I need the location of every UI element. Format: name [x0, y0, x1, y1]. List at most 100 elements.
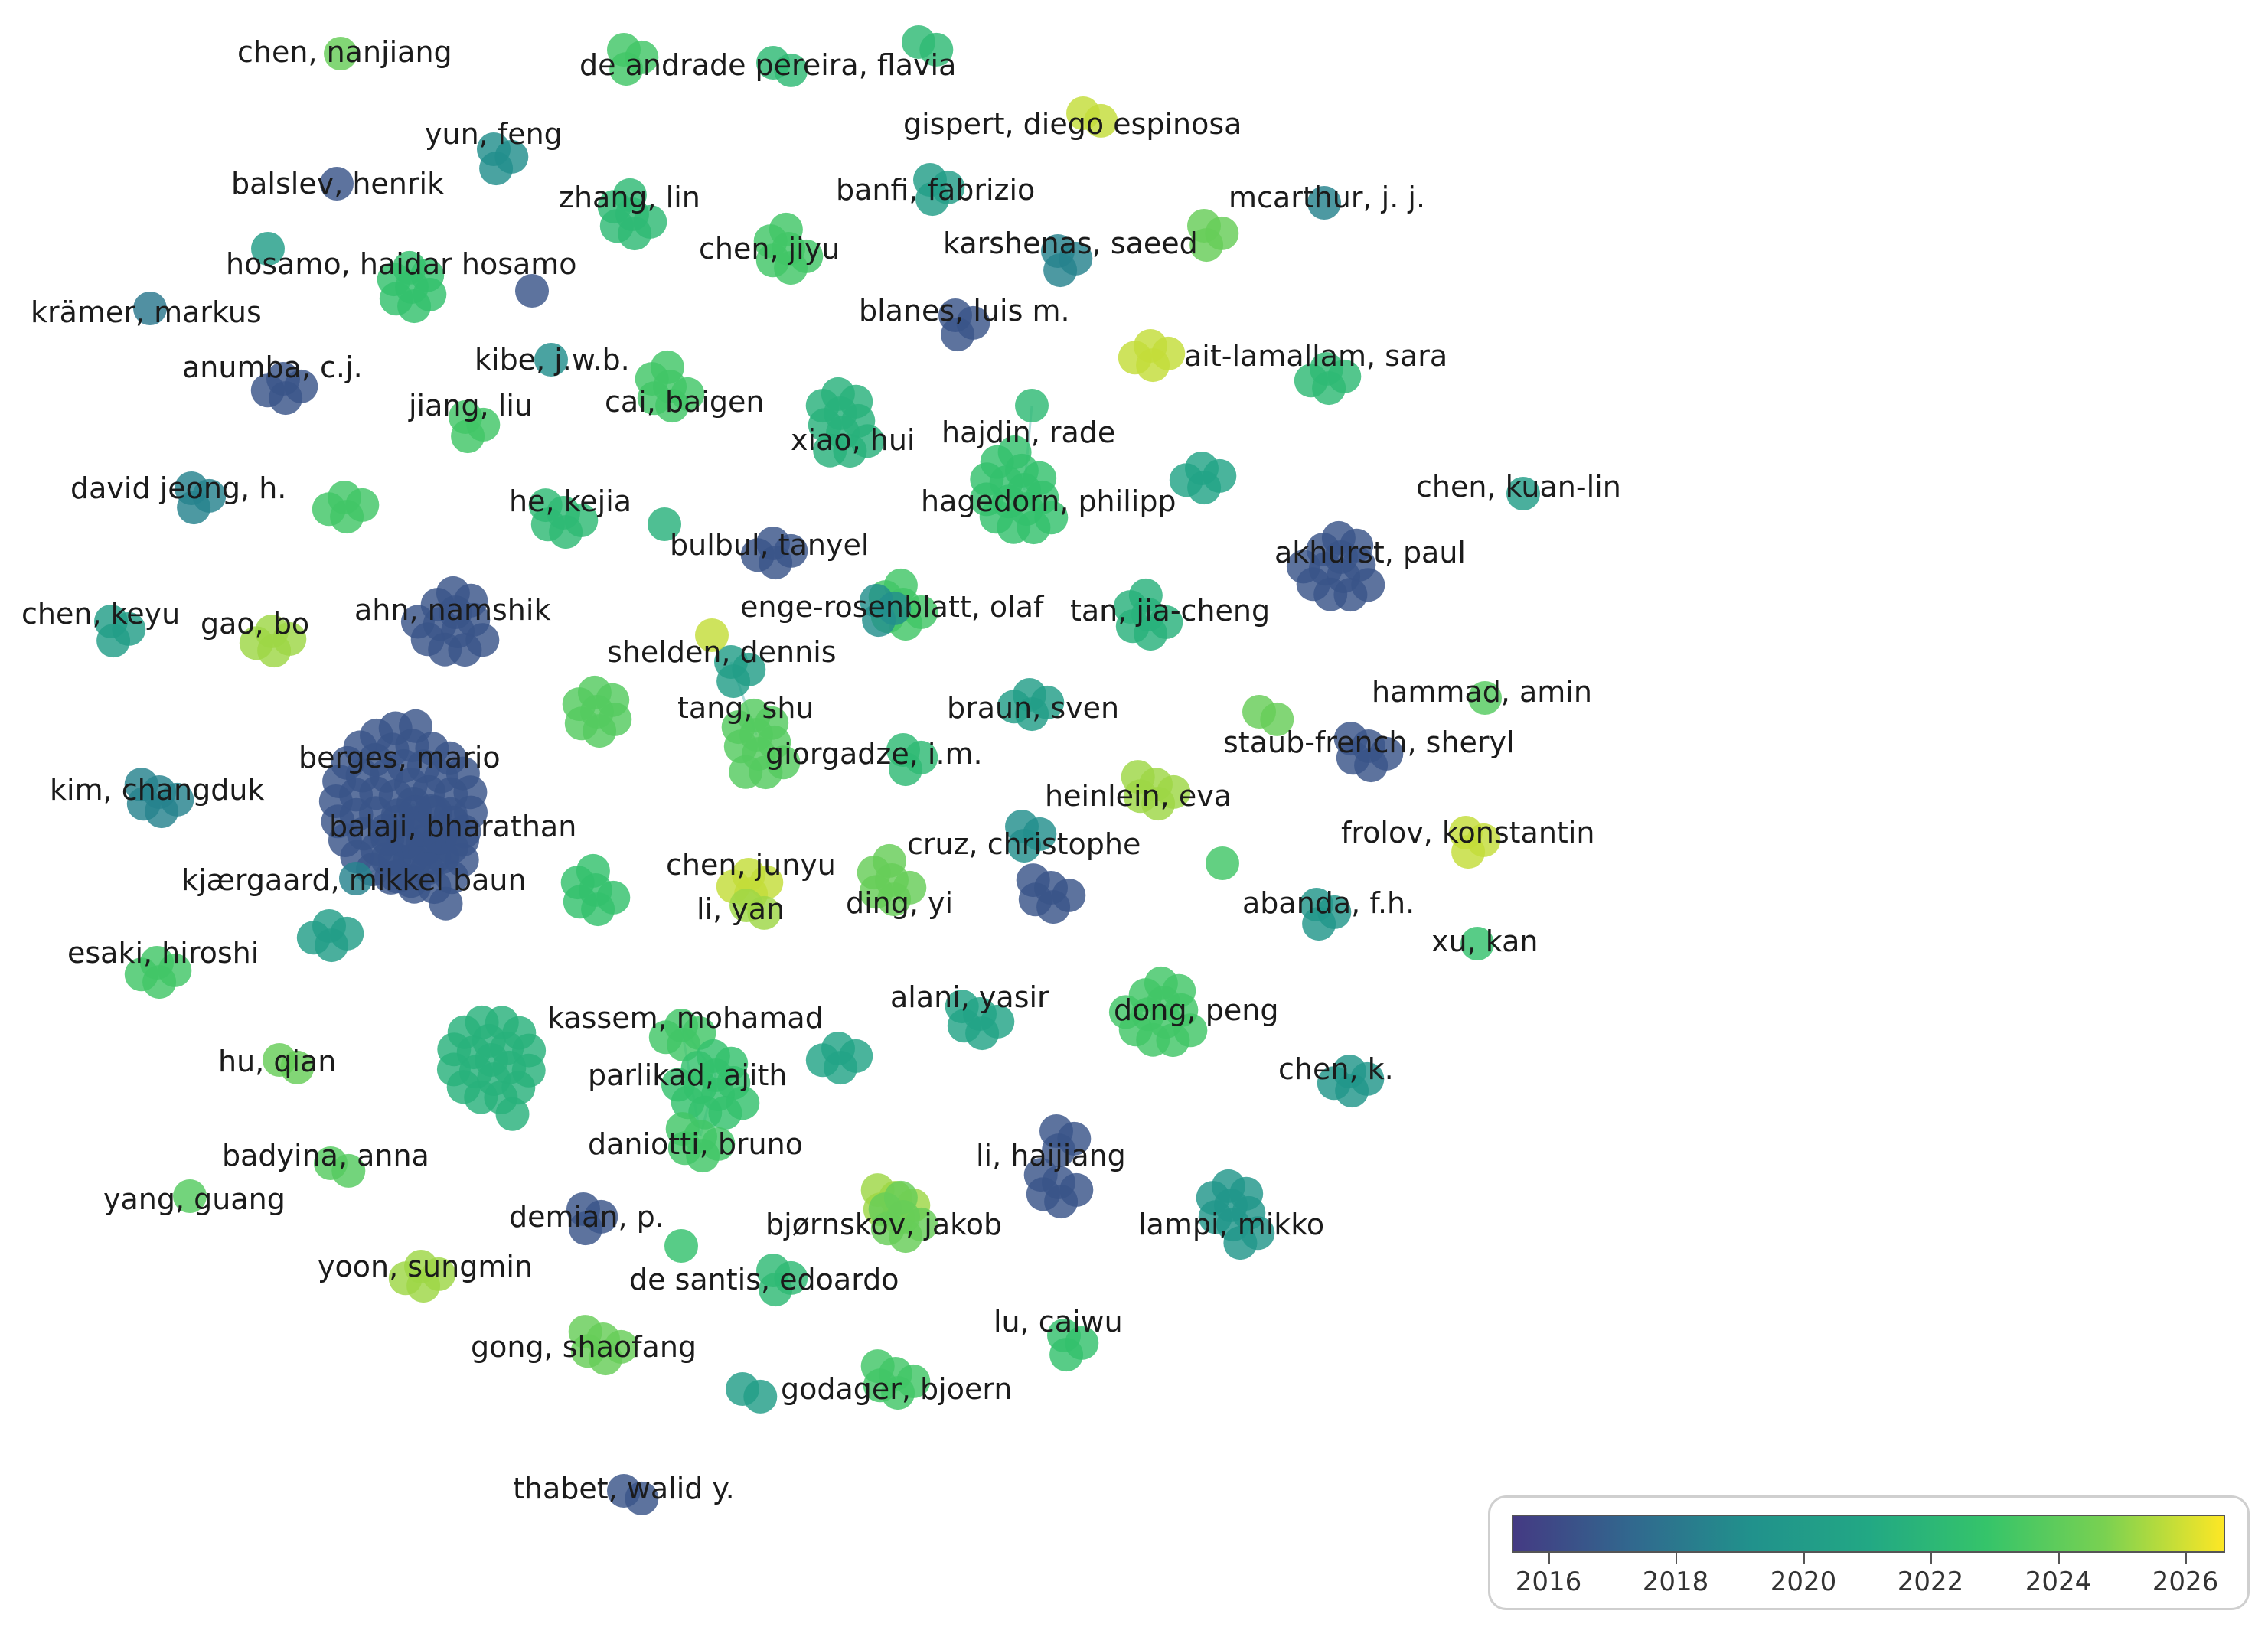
author-node[interactable] [1307, 186, 1341, 220]
author-node[interactable] [479, 152, 514, 186]
author-node[interactable] [1317, 1066, 1351, 1101]
author-cluster[interactable] [528, 488, 599, 549]
author-node[interactable] [755, 706, 789, 740]
author-cluster[interactable] [568, 1315, 638, 1376]
author-node[interactable] [596, 683, 630, 717]
author-cluster[interactable] [1118, 329, 1186, 383]
author-cluster[interactable] [314, 1146, 366, 1188]
author-node[interactable] [919, 32, 954, 67]
author-node[interactable] [941, 318, 975, 352]
author-cluster[interactable] [695, 618, 729, 652]
author-cluster[interactable] [714, 645, 766, 699]
author-cluster[interactable] [648, 507, 681, 541]
author-cluster[interactable] [1016, 863, 1086, 924]
author-cluster[interactable] [562, 675, 632, 748]
author-cluster[interactable] [729, 889, 782, 930]
author-node[interactable] [714, 1046, 749, 1081]
author-cluster[interactable] [1169, 452, 1237, 505]
author-cluster[interactable] [296, 909, 364, 963]
author-node[interactable] [1229, 1176, 1264, 1211]
author-node[interactable] [997, 435, 1032, 469]
author-node[interactable] [664, 1229, 698, 1263]
author-cluster[interactable] [1039, 1114, 1092, 1168]
author-node[interactable] [1451, 835, 1486, 869]
author-node[interactable] [769, 212, 803, 246]
author-cluster[interactable] [1066, 96, 1118, 138]
author-cluster[interactable] [607, 1474, 659, 1515]
author-cluster[interactable] [665, 1112, 736, 1173]
author-cluster[interactable] [1121, 760, 1191, 821]
author-node[interactable] [648, 1020, 683, 1055]
author-cluster[interactable] [1317, 1055, 1385, 1108]
author-cluster[interactable] [661, 1039, 760, 1130]
author-node[interactable] [1340, 528, 1374, 563]
author-cluster[interactable] [173, 1179, 207, 1213]
author-node[interactable] [1042, 1133, 1076, 1168]
author-cluster[interactable] [339, 862, 373, 895]
author-node[interactable] [1286, 549, 1320, 584]
author-node[interactable] [454, 583, 488, 618]
author-node[interactable] [609, 52, 644, 86]
author-cluster[interactable] [1286, 520, 1385, 612]
author-cluster[interactable] [635, 350, 705, 423]
author-cluster[interactable] [1206, 846, 1239, 880]
author-cluster[interactable] [1113, 578, 1183, 651]
author-node[interactable] [173, 1179, 207, 1213]
author-cluster[interactable] [370, 794, 480, 921]
author-node[interactable] [528, 488, 563, 523]
author-node[interactable] [1260, 702, 1294, 736]
author-node[interactable] [648, 507, 681, 541]
author-node[interactable] [312, 492, 346, 527]
author-cluster[interactable] [133, 292, 167, 325]
author-node[interactable] [124, 768, 158, 802]
author-cluster[interactable] [726, 1372, 778, 1414]
author-node[interactable] [915, 182, 950, 217]
author-node[interactable] [740, 538, 775, 572]
author-cluster[interactable] [324, 37, 357, 70]
author-node[interactable] [296, 921, 331, 955]
author-cluster[interactable] [1300, 888, 1352, 941]
author-node[interactable] [1007, 829, 1042, 863]
author-node[interactable] [1468, 681, 1502, 715]
author-cluster[interactable] [251, 232, 285, 266]
author-node[interactable] [1128, 578, 1163, 612]
author-node[interactable] [759, 1273, 793, 1307]
author-node[interactable] [743, 1379, 778, 1414]
author-node[interactable] [410, 258, 445, 292]
author-node[interactable] [650, 350, 684, 384]
author-cluster[interactable] [913, 163, 965, 217]
author-node[interactable] [1223, 1226, 1258, 1260]
author-node[interactable] [1294, 364, 1328, 398]
author-cluster[interactable] [753, 212, 824, 285]
author-cluster[interactable] [1041, 234, 1093, 288]
author-cluster[interactable] [860, 1349, 931, 1410]
author-node[interactable] [1023, 1158, 1058, 1192]
author-cluster[interactable] [388, 1250, 456, 1303]
author-cluster[interactable] [860, 584, 912, 638]
author-node[interactable] [495, 1097, 530, 1131]
author-node[interactable] [1121, 760, 1155, 794]
author-node[interactable] [177, 491, 211, 525]
author-node[interactable] [774, 53, 808, 87]
author-cluster[interactable] [263, 1043, 315, 1084]
author-cluster[interactable] [566, 1192, 618, 1246]
author-node[interactable] [716, 664, 751, 699]
author-cluster[interactable] [124, 946, 192, 999]
author-cluster[interactable] [1196, 1169, 1275, 1260]
author-cluster[interactable] [945, 990, 1015, 1051]
author-node[interactable] [400, 605, 435, 639]
author-node[interactable] [429, 886, 463, 921]
author-node[interactable] [576, 853, 610, 888]
author-node[interactable] [860, 1349, 895, 1384]
author-cluster[interactable] [312, 481, 380, 534]
author-cluster[interactable] [515, 274, 549, 308]
author-node[interactable] [813, 433, 847, 468]
author-cluster[interactable] [868, 1180, 938, 1254]
author-cluster[interactable] [1468, 681, 1502, 715]
author-cluster[interactable] [1333, 722, 1404, 783]
author-cluster[interactable] [1047, 1319, 1099, 1372]
author-node[interactable] [1118, 341, 1152, 375]
author-cluster[interactable] [902, 25, 954, 67]
author-node[interactable] [1302, 907, 1336, 941]
author-cluster[interactable] [1307, 186, 1341, 220]
